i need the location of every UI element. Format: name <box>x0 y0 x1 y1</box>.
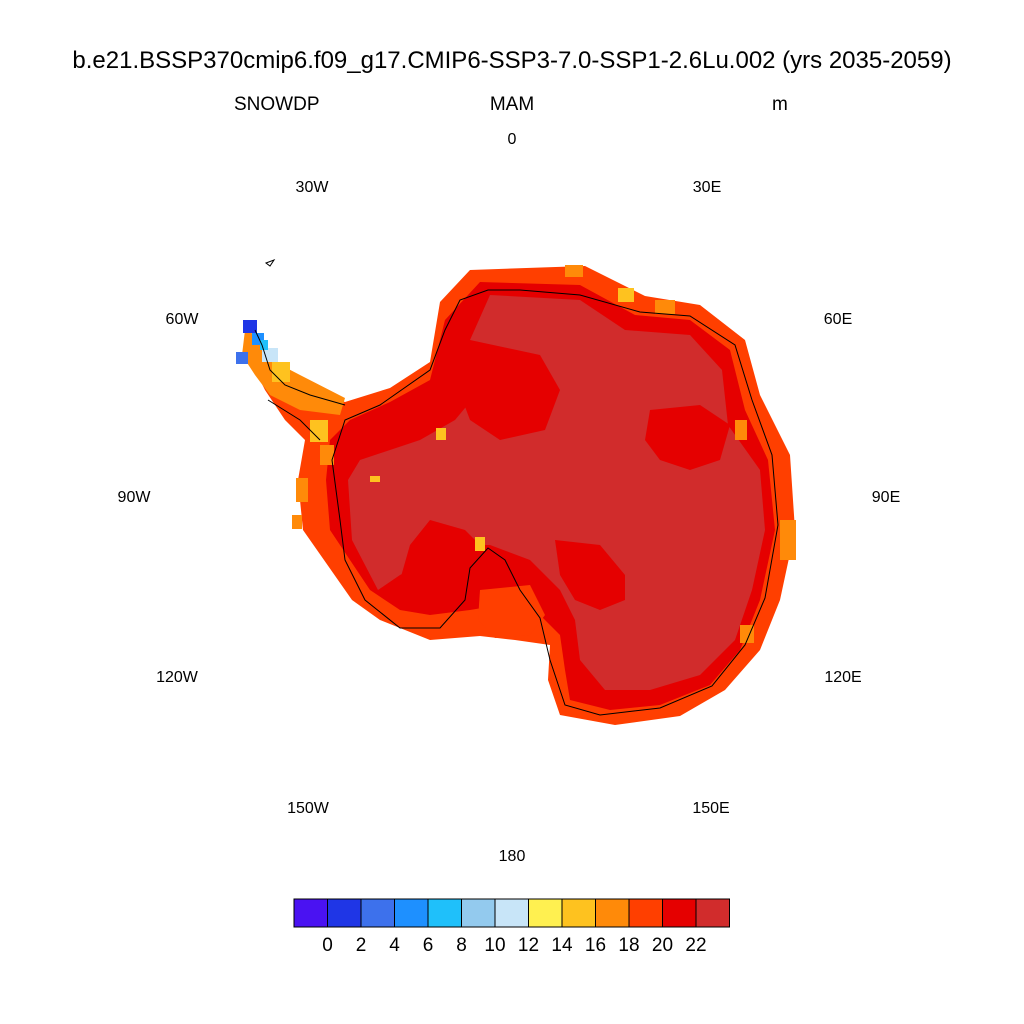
lon-label-120w: 120W <box>156 669 198 686</box>
snow-depth-mid-patch-ross <box>478 585 545 638</box>
colorbar-swatch <box>628 898 663 928</box>
antarctica-map <box>236 258 796 725</box>
colorbar-tick-label: 10 <box>484 935 505 956</box>
colorbar-tick-label: 12 <box>518 935 539 956</box>
lon-label-90e: 90E <box>871 489 901 506</box>
colorbar-swatch <box>360 898 395 928</box>
snow-depth-high-block-east <box>555 540 625 610</box>
snow-depth-coast-cell-2 <box>565 265 583 277</box>
colorbar-swatch <box>293 898 328 928</box>
snow-depth-coast-cell-6 <box>370 476 380 482</box>
lon-label-150e: 150E <box>692 800 730 817</box>
plot-title: b.e21.BSSP370cmip6.f09_g17.CMIP6-SSP3-7.… <box>72 47 952 74</box>
lon-label-30w: 30W <box>295 179 329 196</box>
lon-label-180: 180 <box>498 848 526 865</box>
colorbar-swatch <box>561 898 596 928</box>
lon-label-120e: 120E <box>824 669 862 686</box>
snow-depth-coast-cell-10 <box>320 445 334 465</box>
colorbar-tick-label: 4 <box>389 935 400 956</box>
snow-depth-high-block-ross <box>400 520 480 602</box>
snow-depth-coast-cell-11 <box>740 625 754 643</box>
snow-depth-coast-cell-9 <box>296 478 308 502</box>
colorbar-tick-label: 14 <box>551 935 573 956</box>
snow-depth-high-block-east2 <box>645 405 730 470</box>
coastline <box>331 289 779 716</box>
snow-depth-coast-cell-3 <box>780 520 796 560</box>
lon-label-60e: 60E <box>823 311 853 328</box>
colorbar-tick-label: 8 <box>456 935 467 956</box>
snow-depth-coast-cell-5 <box>436 428 446 440</box>
snow-depth-coast-cell-7 <box>475 537 485 551</box>
snow-depth-peninsula-blue-a <box>243 320 257 333</box>
colorbar-swatch <box>494 898 529 928</box>
colorbar-tick-label: 6 <box>423 935 434 956</box>
snow-depth-interior <box>348 295 765 690</box>
colorbar-tick-label: 16 <box>585 935 606 956</box>
lon-label-60w: 60W <box>165 311 199 328</box>
snow-depth-coast-cell-1 <box>618 288 634 302</box>
colorbar-swatch <box>695 898 730 928</box>
colorbar-swatch <box>662 898 697 928</box>
colorbar-swatch <box>394 898 429 928</box>
snow-depth-coast-cell-8 <box>292 515 302 529</box>
snow-depth-coast-cell-4 <box>735 420 747 440</box>
lon-label-0: 0 <box>507 131 517 148</box>
season-label: MAM <box>489 94 535 115</box>
island-outline <box>264 258 276 267</box>
colorbar-swatch <box>427 898 462 928</box>
variable-label: SNOWDP <box>234 94 320 115</box>
lon-label-150w: 150W <box>287 800 329 817</box>
colorbar-tick-label: 22 <box>685 935 706 956</box>
colorbar-swatch <box>528 898 563 928</box>
snow-depth-peninsula-cyan <box>260 340 268 350</box>
peninsula-coastline <box>254 329 346 441</box>
colorbar-swatch <box>461 898 496 928</box>
lon-label-30e: 30E <box>692 179 722 196</box>
colorbar-swatch <box>595 898 630 928</box>
lon-label-90w: 90W <box>117 489 151 506</box>
snow-depth-peninsula-blue-c <box>236 352 248 364</box>
units-label: m <box>772 94 788 115</box>
colorbar-tick-label: 18 <box>618 935 639 956</box>
colorbar-tick-label: 0 <box>322 935 333 956</box>
snow-depth-high-block-north <box>455 340 560 440</box>
colorbar-swatch <box>327 898 362 928</box>
colorbar-tick-label: 20 <box>652 935 673 956</box>
colorbar-tick-label: 2 <box>356 935 367 956</box>
snow-depth-coast-cell-12 <box>655 300 675 314</box>
snow-depth-peninsula-yellow-b <box>310 420 328 442</box>
